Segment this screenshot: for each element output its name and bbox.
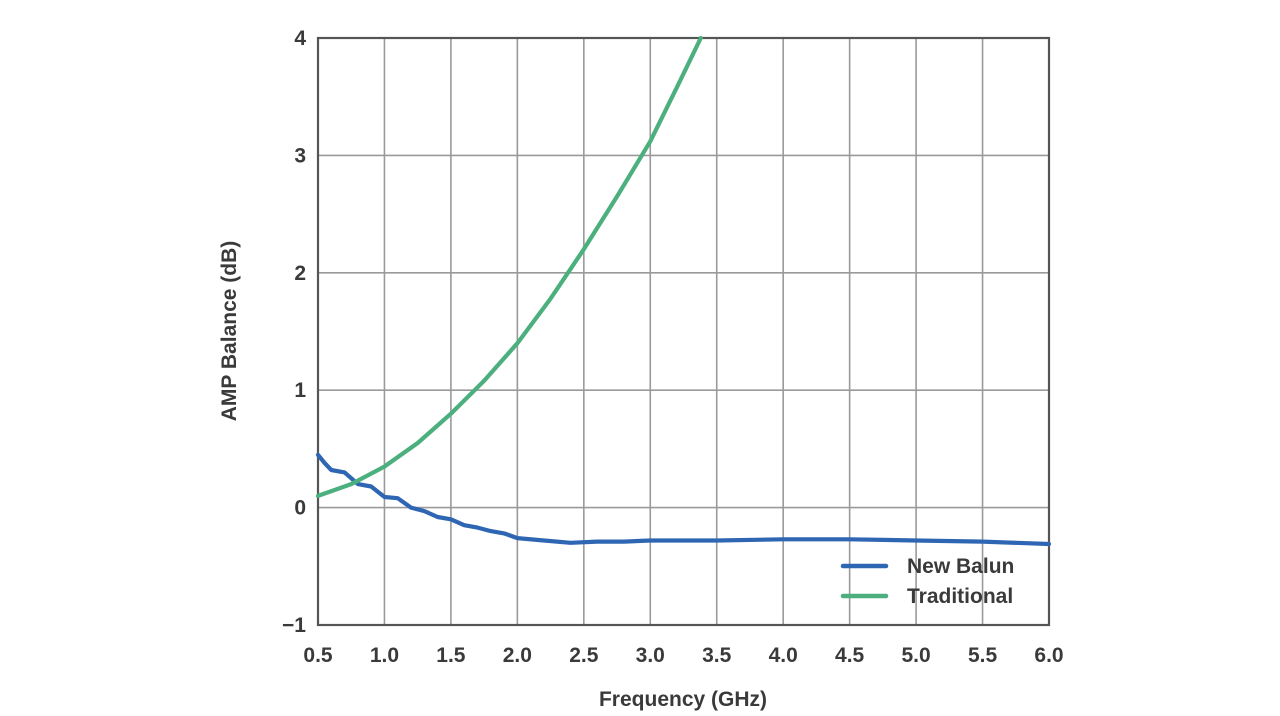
y-tick-labels: −1 0 1 2 3 4 [282,27,306,637]
y-tick-label: 3 [294,144,306,167]
y-tick-label: 0 [294,497,306,520]
x-tick-label: 2.5 [569,644,599,667]
x-tick-label: 4.0 [769,644,798,667]
y-tick-label: 2 [294,262,306,285]
series-line-new-balun [315,452,1052,547]
x-tick-label: 5.0 [901,644,930,667]
y-axis-label: AMP Balance (dB) [218,241,241,421]
x-tick-label: 4.5 [835,644,865,667]
x-tick-label: 2.0 [503,644,532,667]
x-tick-label: 1.5 [436,644,466,667]
x-tick-label: 3.0 [636,644,665,667]
y-tick-label: 4 [294,27,306,50]
x-tick-labels: 0.5 1.0 1.5 2.0 2.5 3.0 3.5 4.0 4.5 5.0 5.5 6.0 [303,644,1063,667]
grid [317,37,1050,626]
y-tick-label: −1 [282,614,306,637]
x-tick-label: 0.5 [303,644,333,667]
plot-frame [316,36,1051,627]
x-tick-label: 5.5 [968,644,998,667]
y-tick-label: 1 [294,379,306,402]
series-line-traditional [315,35,703,498]
x-tick-label: 3.5 [702,644,732,667]
legend: New Balun Traditional [840,555,1014,608]
x-tick-label: 1.0 [370,644,399,667]
x-axis-label: Frequency (GHz) [599,688,767,711]
series-group [315,35,1052,547]
legend-label-traditional: Traditional [907,585,1013,608]
legend-label-new-balun: New Balun [907,555,1014,578]
x-tick-label: 6.0 [1034,644,1063,667]
